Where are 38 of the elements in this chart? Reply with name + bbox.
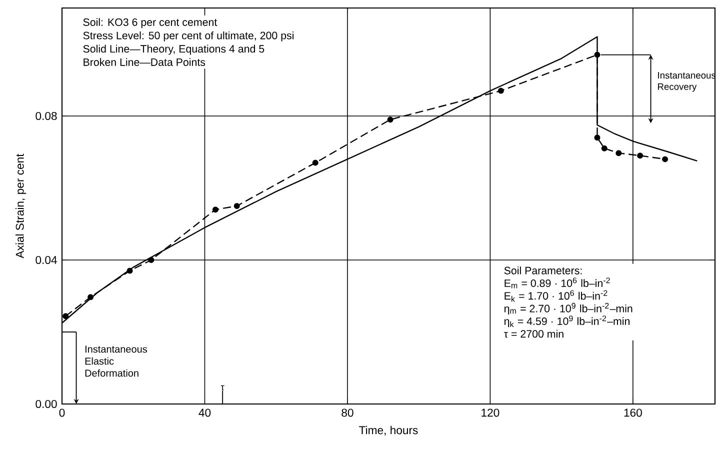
annotation: τ [220, 385, 224, 390]
point [616, 150, 622, 156]
point [234, 202, 240, 209]
annotation: E$_{m}$ = 0.89 · 10$^{6}$ lb–in$^{-2}$ [504, 278, 610, 288]
annotation: Instantaneous Recovery [658, 72, 716, 92]
point [212, 206, 218, 213]
point [637, 152, 644, 159]
point [126, 268, 133, 274]
x-axis-title: Time, hours [359, 426, 418, 436]
x-tick-label: 120 [482, 408, 500, 417]
annotation: Soil: KO3 6 per cent cement [83, 18, 218, 28]
point [594, 52, 600, 58]
annotation: E$_{k}$ = 1.70 · 10$^{6}$ lb–in$^{-2}$ [504, 290, 608, 302]
x-tick-label: 0 [59, 408, 65, 417]
point [387, 116, 394, 123]
y-tick-label: 0.04 [36, 256, 57, 264]
point [312, 160, 318, 166]
point [594, 134, 600, 141]
y-tick-label: 0.08 [36, 112, 57, 120]
point [498, 88, 504, 94]
point [62, 313, 69, 320]
point [601, 145, 608, 152]
x-tick-label: 80 [342, 408, 354, 417]
annotation: Instantaneous Elastic Deformation [85, 346, 148, 377]
y-axis-title: Axial Strain, per cent [16, 154, 26, 258]
annotation: Stress Level: 50 per cent of ultimate, 200 psi [83, 31, 294, 42]
annotation: η$_{k}$ = 4.59 · 10$^{9}$ lb–in$^{-2}$–min [504, 316, 630, 328]
x-tick-label: 160 [624, 408, 642, 417]
annotation: Broken Line—Data Points [84, 58, 206, 66]
point [662, 156, 668, 162]
point [148, 256, 154, 263]
annotation: τ = 2700 min [504, 330, 564, 338]
annotation: Soil Parameters: [504, 266, 582, 274]
point [88, 294, 94, 300]
annotation: Solid Line—Theory, Equations 4 and 5 [83, 44, 264, 55]
y-tick-label: 0.00 [36, 400, 57, 408]
annotation: η$_{m}$ = 2.70 · 10$^{9}$ lb–in$^{-2}$–min [504, 302, 632, 314]
x-tick-label: 40 [198, 408, 211, 417]
